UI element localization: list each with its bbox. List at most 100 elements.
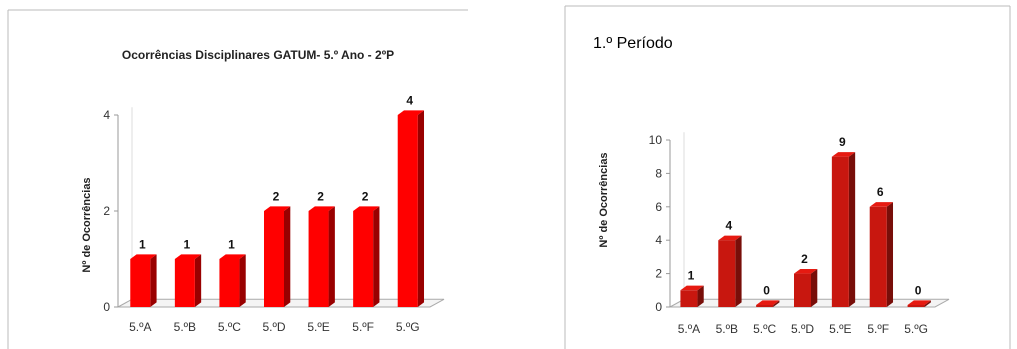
x-tick-label: 5.ºA	[129, 320, 151, 334]
bar-front	[680, 290, 698, 307]
data-label: 2	[362, 189, 369, 203]
y-tick-label: 2	[103, 204, 110, 218]
bar-front	[353, 211, 374, 307]
bar-top	[718, 235, 742, 241]
bar-side	[924, 300, 931, 307]
bar-front	[174, 259, 195, 307]
data-label: 9	[839, 135, 846, 149]
bar-front	[756, 305, 774, 307]
data-label: 2	[317, 189, 324, 203]
y-tick-label: 0	[655, 300, 662, 314]
data-label: 4	[725, 219, 732, 233]
bar-5.ºA	[130, 254, 157, 307]
bar-front	[264, 211, 284, 307]
data-label: 0	[763, 283, 770, 297]
x-tick-label: 5.ºE	[829, 322, 851, 336]
bar-side	[328, 206, 335, 307]
bar-5.ºD	[794, 268, 818, 307]
bar-side	[239, 254, 246, 307]
bar-5.ºB	[174, 254, 202, 307]
bar-5.ºF	[869, 202, 894, 307]
bar-5.ºE	[831, 152, 856, 307]
bar-side	[373, 206, 380, 307]
bar-5.ºE	[308, 206, 335, 307]
bar-front	[831, 156, 849, 307]
bar-top	[397, 110, 425, 115]
bar-5.ºC	[219, 254, 246, 307]
bar-top	[680, 285, 704, 291]
bar-front	[219, 259, 240, 307]
bar-top	[869, 202, 894, 207]
bar-front	[397, 115, 418, 307]
chart-right-ylabel: Nº de Ocorrências	[598, 152, 610, 247]
bar-5.ºF	[353, 206, 380, 307]
chart-left-plot: 0 2 4 1 5.ºA 1 5.ºB 1 5.ºC 2 5.ºD 2 5.ºE 2 5.ºF 4 5.ºG	[103, 93, 445, 334]
bar-side	[848, 152, 856, 307]
bar-5.ºC	[756, 300, 780, 307]
bar-5.ºG	[907, 300, 931, 307]
x-tick-label: 5.ºE	[307, 320, 329, 334]
data-label: 4	[406, 93, 413, 107]
data-label: 6	[877, 185, 884, 199]
bar-top	[794, 268, 818, 274]
bar-top	[174, 254, 202, 259]
x-tick-label: 5.ºD	[791, 322, 814, 336]
bar-top	[756, 300, 780, 305]
x-tick-label: 5.ºF	[867, 322, 889, 336]
bar-side	[284, 206, 291, 307]
bar-side	[194, 254, 202, 307]
chart-right: 1.º Período Nº de Ocorrências 0 2 4 6 8 10 1 5.…	[564, 5, 1011, 349]
bar-top	[353, 206, 380, 211]
y-tick-label: 8	[655, 166, 662, 180]
bar-top	[907, 300, 931, 305]
bar-5.ºB	[718, 235, 742, 307]
bar-side	[417, 110, 425, 307]
chart-right-title: 1.º Período	[593, 35, 673, 52]
bar-top	[308, 206, 335, 211]
x-tick-label: 5.ºB	[174, 320, 196, 334]
y-tick-label: 0	[103, 300, 110, 314]
bar-side	[150, 254, 157, 307]
bar-front	[907, 305, 925, 307]
y-tick-label: 10	[649, 133, 663, 147]
bar-top	[219, 254, 246, 259]
x-tick-label: 5.ºA	[678, 322, 700, 336]
y-tick-label: 2	[655, 267, 662, 281]
bar-side	[735, 235, 742, 307]
chart-right-plot: 0 2 4 6 8 10 1 5.ºA 4 5.ºB 0 5.ºC 2 5.ºD 9 5.ºE 6 5.ºF 0 5.…	[649, 132, 950, 336]
x-tick-label: 5.ºG	[904, 322, 928, 336]
bar-top	[831, 152, 856, 157]
data-label: 2	[801, 252, 808, 266]
chart-left: Ocorrências Disciplinares GATUM- 5.º Ano…	[7, 9, 468, 349]
bar-side	[773, 300, 780, 307]
bar-front	[794, 273, 811, 307]
bar-side	[697, 285, 704, 307]
bar-5.ºD	[264, 206, 291, 307]
x-tick-label: 5.ºC	[218, 320, 241, 334]
bar-5.ºG	[397, 110, 425, 307]
chart-left-ylabel: Nº de Ocorrências	[81, 177, 93, 272]
x-tick-label: 5.ºF	[352, 320, 374, 334]
x-tick-label: 5.ºD	[262, 320, 285, 334]
bar-5.ºA	[680, 285, 704, 307]
bar-side	[886, 202, 894, 307]
bar-front	[130, 259, 151, 307]
chart-left-title: Ocorrências Disciplinares GATUM- 5.º Ano…	[122, 48, 394, 62]
bar-front	[869, 206, 887, 307]
data-label: 0	[915, 283, 922, 297]
bar-front	[308, 211, 329, 307]
x-tick-label: 5.ºG	[396, 320, 420, 334]
y-tick-label: 4	[103, 108, 110, 122]
bar-side	[811, 268, 818, 307]
x-tick-label: 5.ºC	[753, 322, 776, 336]
y-tick-label: 6	[655, 200, 662, 214]
x-tick-label: 5.ºB	[716, 322, 738, 336]
bar-front	[718, 240, 736, 307]
data-label: 1	[139, 237, 146, 251]
bar-top	[264, 206, 291, 211]
data-label: 1	[688, 269, 695, 283]
data-label: 2	[273, 189, 280, 203]
data-label: 1	[184, 237, 191, 251]
data-label: 1	[228, 237, 235, 251]
